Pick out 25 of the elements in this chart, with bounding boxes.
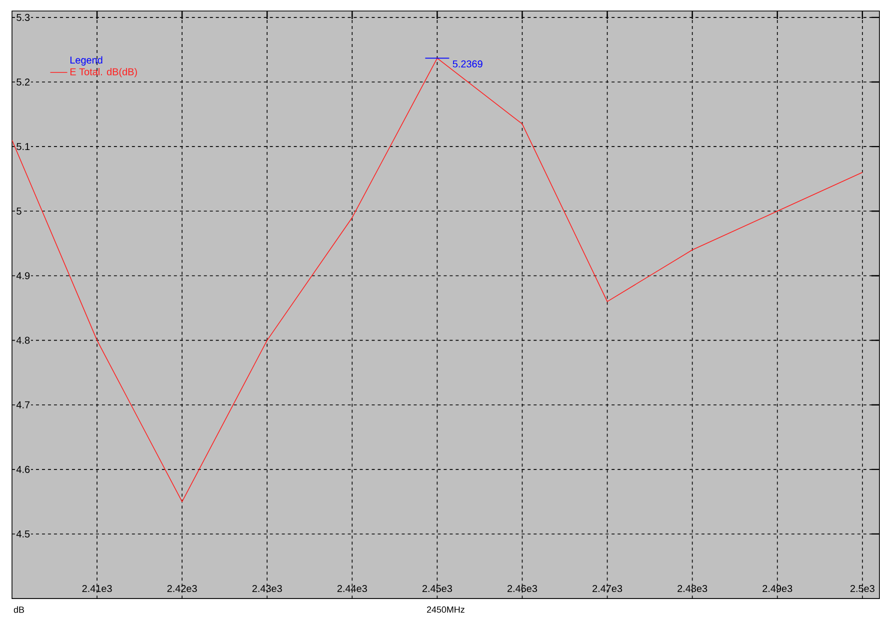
x-tick-label: 2.5e3 [850,585,874,592]
y-tick-label: 4.9 [16,272,30,280]
x-tick-label: 2.49e3 [762,585,792,592]
x-tick-label: 2.44e3 [337,585,367,592]
line-series [12,58,863,502]
x-tick-label: 2.48e3 [678,585,708,592]
y-tick-label: 5 [16,208,22,215]
legend-label: E Total. dB(dB) [70,68,137,78]
y-tick-label: 5.3 [16,14,30,22]
annotation: 5.2369 [452,60,482,68]
text: dB [14,606,24,614]
x-tick-label: 2.45e3 [422,585,452,592]
x-tick-label: 2.41e3 [82,585,112,592]
y-tick-label: 5.1 [16,143,30,150]
x-tick-label: 2.46e3 [508,585,538,592]
y-tick-label: 4.7 [16,402,30,409]
y-tick-label: 5.2 [16,78,30,86]
x-tick-label: 2.42e3 [167,585,197,592]
x-tick-label: 2.43e3 [252,585,282,592]
x-tick-label: 2.47e3 [592,585,622,592]
y-tick-label: 4.8 [16,336,30,344]
text: 2450MHz [426,606,464,613]
legend-title: Legend [70,56,102,66]
y-tick-label: 4.5 [16,530,30,538]
y-tick-label: 4.6 [16,466,30,474]
